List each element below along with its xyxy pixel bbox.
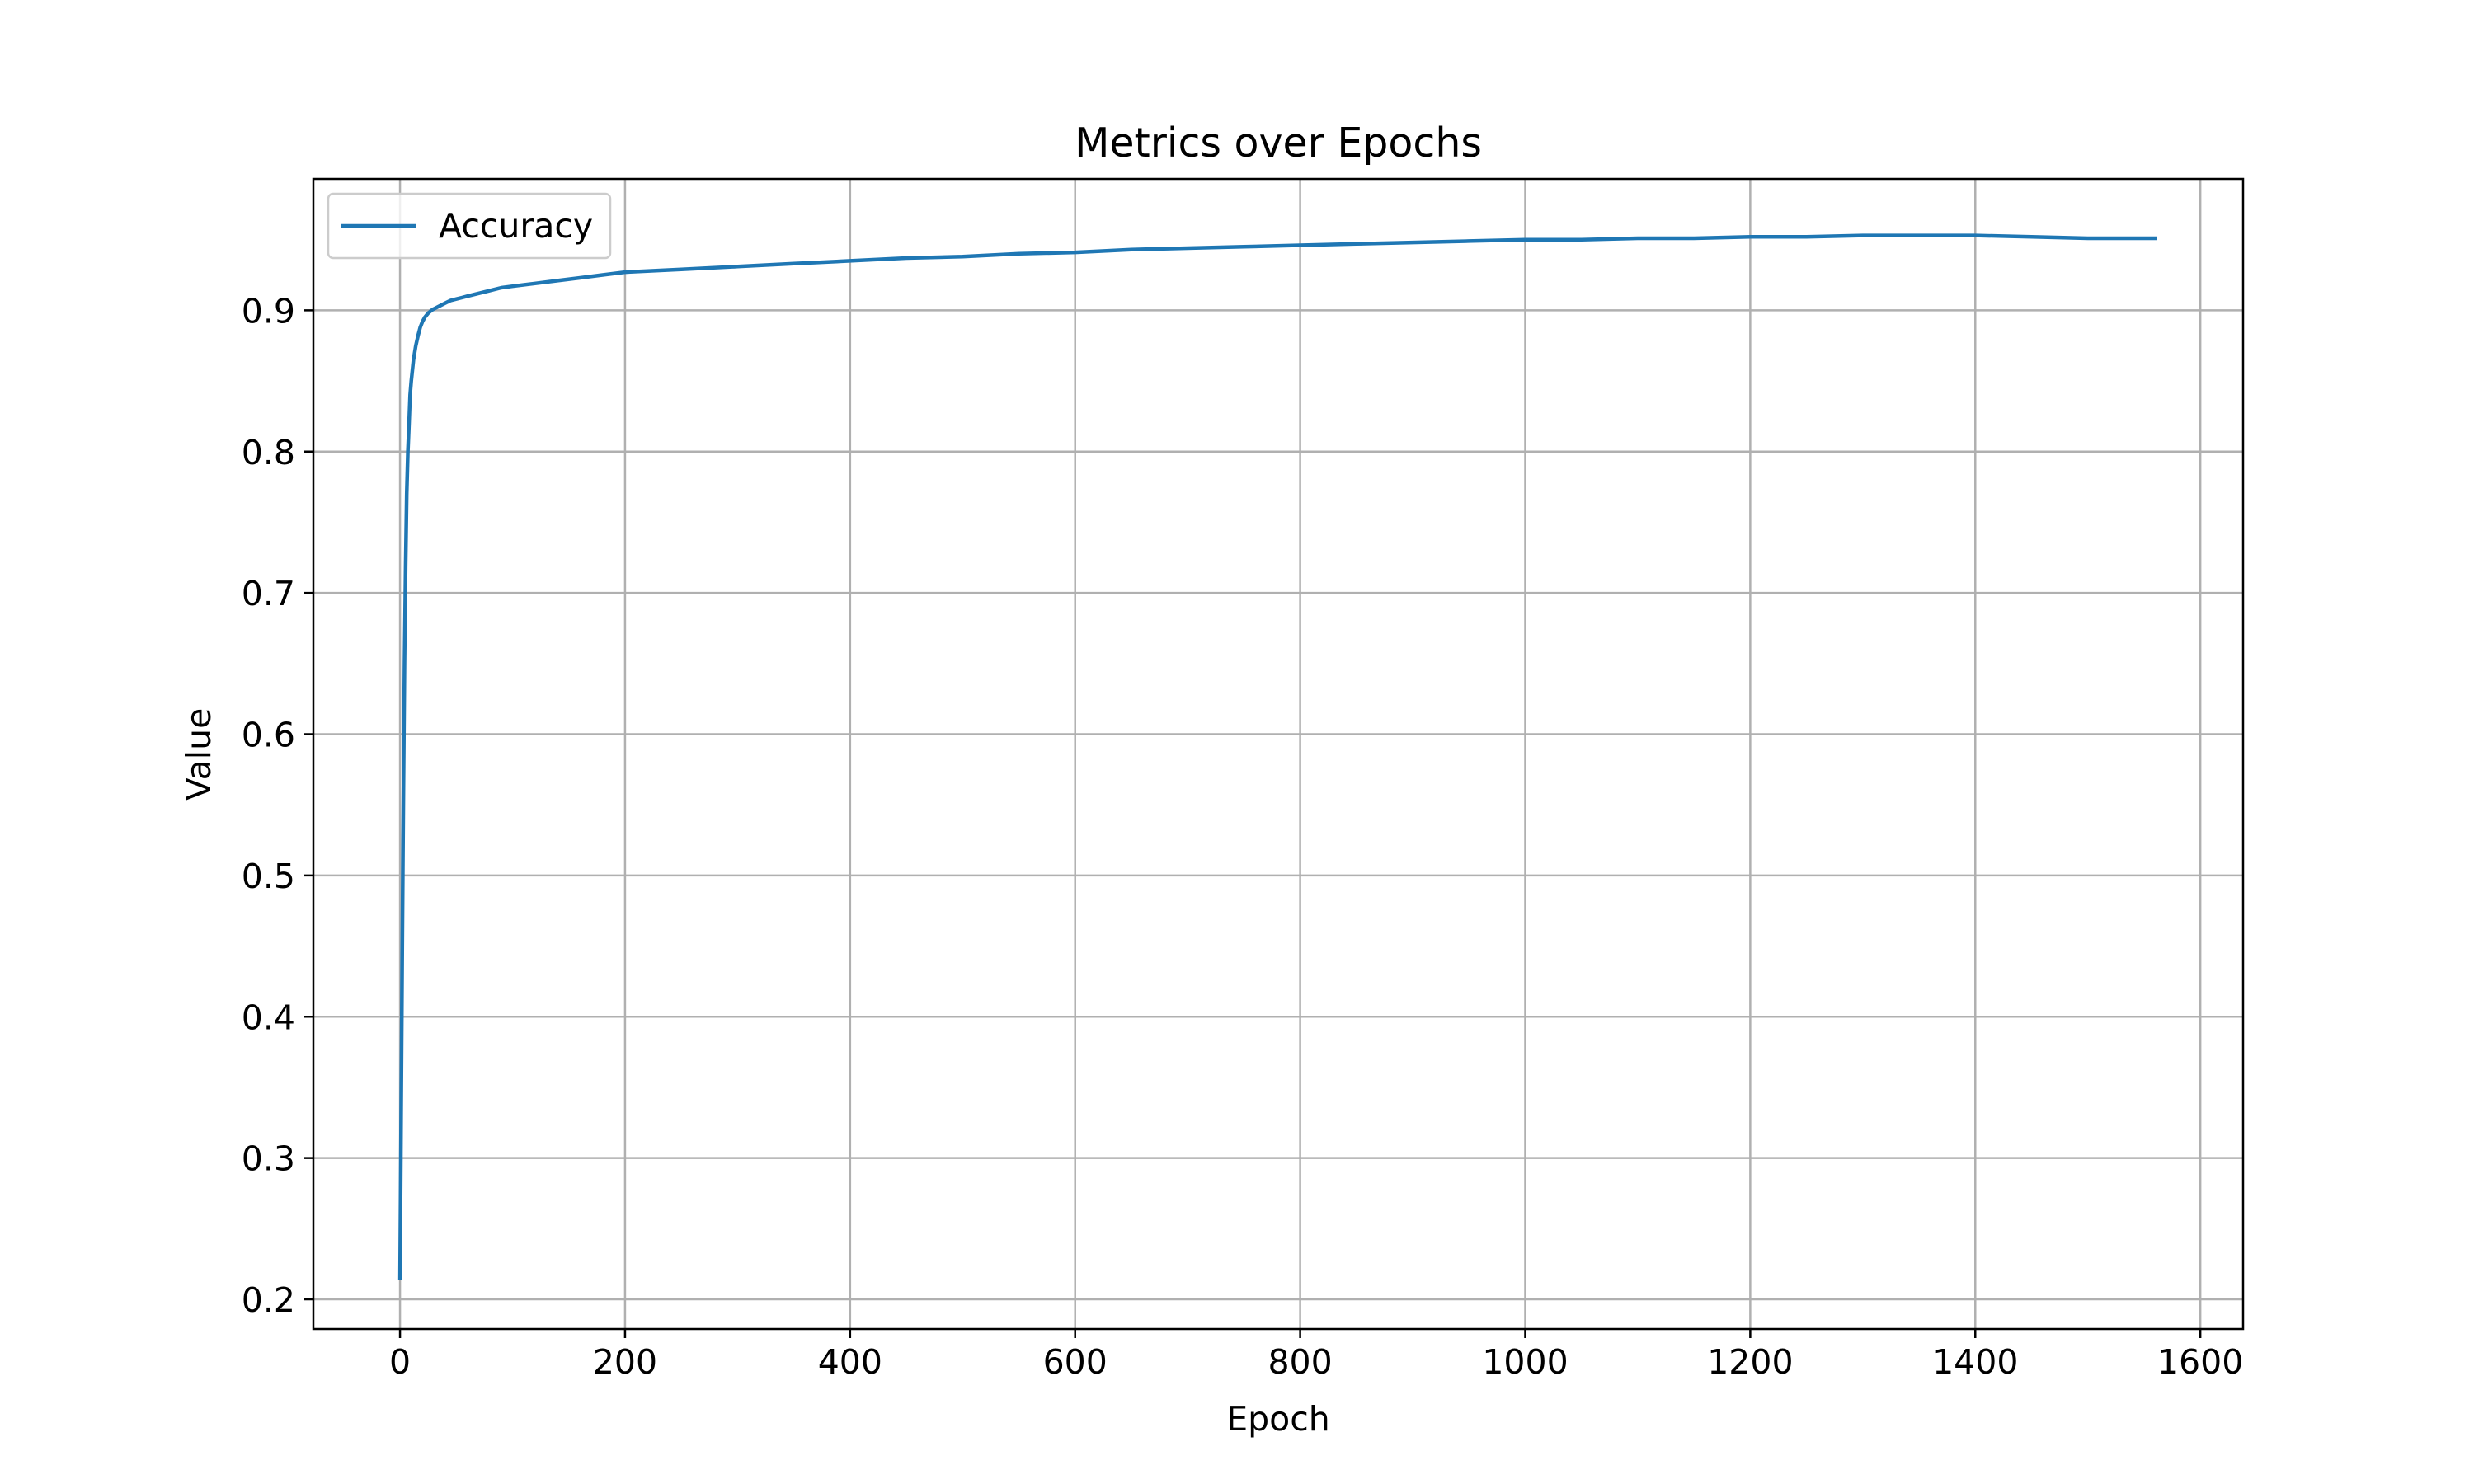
y-tick-label: 0.9 xyxy=(242,291,295,331)
axis-ticks: 0 200 400 600 800 1000 1200 1400 1600 0.2 0.3 0.4 0.… xyxy=(242,291,2244,1382)
y-tick-label: 0.7 xyxy=(242,574,295,613)
chart-title: Metrics over Epochs xyxy=(1075,120,1482,167)
legend-label-accuracy: Accuracy xyxy=(439,206,593,246)
plot-frame xyxy=(312,177,2245,1331)
y-tick-label: 0.2 xyxy=(242,1280,295,1320)
grid-lines xyxy=(313,179,2243,1329)
y-tick-label: 0.5 xyxy=(242,857,295,896)
x-tick-label: 1600 xyxy=(2157,1342,2243,1382)
x-tick-label: 800 xyxy=(1268,1342,1332,1382)
x-tick-label: 1400 xyxy=(1932,1342,2018,1382)
x-tick-label: 400 xyxy=(818,1342,882,1382)
x-tick-label: 1000 xyxy=(1482,1342,1568,1382)
x-tick-label: 200 xyxy=(593,1342,657,1382)
legend-box xyxy=(327,192,612,260)
y-tick-label: 0.3 xyxy=(242,1139,295,1179)
series-layer xyxy=(397,233,2157,1280)
x-tick-label: 0 xyxy=(389,1342,411,1382)
y-tick-label: 0.8 xyxy=(242,433,295,472)
y-tick-label: 0.6 xyxy=(242,716,295,755)
y-axis-label: Value xyxy=(179,708,219,801)
x-tick-label: 600 xyxy=(1043,1342,1108,1382)
x-axis-label: Epoch xyxy=(1226,1399,1330,1439)
series-line-accuracy xyxy=(397,233,2157,1280)
y-tick-label: 0.4 xyxy=(242,998,295,1037)
legend: Accuracy xyxy=(327,192,612,260)
x-tick-label: 1200 xyxy=(1707,1342,1793,1382)
